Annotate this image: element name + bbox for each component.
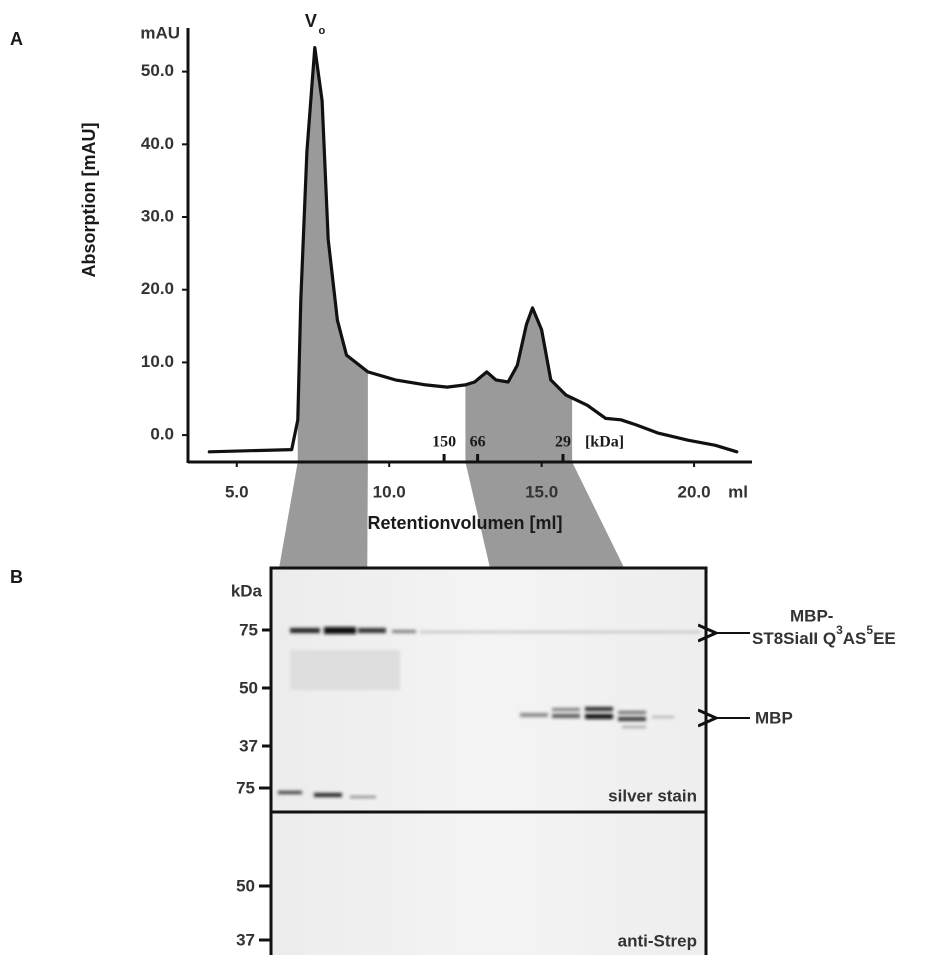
y-tick-label: 0.0 [150, 425, 174, 444]
gel-marker: 50 [239, 678, 258, 697]
size-marker-label: 150 [432, 434, 456, 451]
y-tick-label: 20.0 [141, 279, 174, 298]
size-marker-unit: [kDa] [585, 434, 624, 451]
fusion-label-part: ST8SiaII Q [752, 629, 836, 648]
y-tick-label: 40.0 [141, 134, 174, 153]
void-label: V [305, 11, 317, 31]
gel-unit: kDa [231, 581, 263, 600]
y-axis-label: Absorption [mAU] [79, 123, 99, 278]
mbp-label: MBP [755, 708, 793, 727]
gel-panel-name: anti-Strep [618, 931, 697, 950]
size-marker-label: 29 [555, 434, 571, 451]
fusion-label-part: EE [873, 629, 896, 648]
panel-label: A [10, 29, 23, 49]
fraction-area [298, 48, 368, 462]
figure: A B mAU ml Absorption [mAU] Retentionvol… [0, 0, 949, 955]
gel-marker: 75 [239, 620, 258, 639]
size-marker-label: 66 [470, 434, 486, 451]
gel-panel-name: silver stain [608, 786, 697, 805]
x-axis-label: Retentionvolumen [ml] [367, 513, 562, 533]
gel-marker: 50 [236, 876, 255, 895]
y-unit: mAU [140, 23, 180, 42]
void-subscript: o [318, 25, 325, 37]
gel-marker: 75 [236, 778, 255, 797]
x-tick-label: 15.0 [525, 482, 558, 501]
y-tick-label: 10.0 [141, 352, 174, 371]
gel-background [271, 568, 706, 955]
gel-marker: 37 [236, 930, 255, 949]
x-tick-label: 5.0 [225, 482, 249, 501]
fraction-funnel [279, 462, 368, 568]
x-unit: ml [728, 482, 748, 501]
fusion-label: MBP- [790, 606, 833, 625]
fusion-label: ST8SiaII Q3AS5EE [752, 623, 896, 648]
fraction-layer [279, 48, 624, 568]
y-tick-label: 30.0 [141, 206, 174, 225]
x-tick-label: 10.0 [373, 482, 406, 501]
x-tick-label: 20.0 [678, 482, 711, 501]
gel: kDa 75 50 37 75 50 37 silver stain anti-… [231, 568, 706, 955]
gel-marker: 37 [239, 736, 258, 755]
panel-label: B [10, 567, 23, 587]
fusion-label-part: AS [843, 629, 867, 648]
y-tick-label: 50.0 [141, 61, 174, 80]
